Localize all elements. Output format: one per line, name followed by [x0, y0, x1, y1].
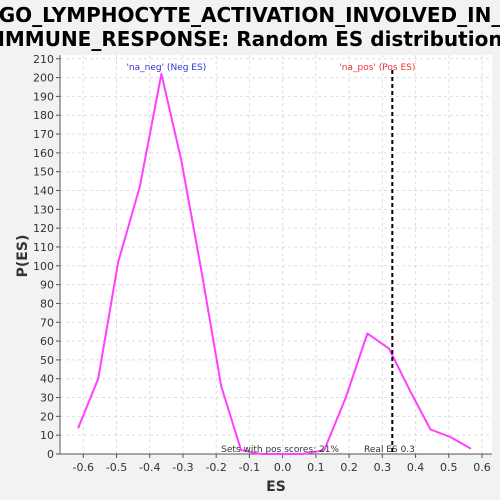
x-tick-label: 0.4 — [407, 461, 425, 474]
pos-es-label: 'na_pos' (Pos ES) — [339, 63, 415, 73]
y-tick-label: 120 — [33, 222, 54, 235]
series-point — [345, 396, 347, 399]
series-point — [160, 73, 163, 75]
x-tick-label: -0.1 — [239, 461, 260, 474]
y-tick-label: 90 — [40, 279, 54, 292]
real-es-annotation: Real ES 0.3 — [364, 445, 415, 455]
series-point — [281, 453, 284, 455]
series-point — [240, 449, 242, 452]
x-tick-label: -0.4 — [139, 461, 160, 474]
y-tick-label: 10 — [40, 429, 54, 442]
y-tick-label: 180 — [33, 109, 54, 122]
x-tick-label: 0.1 — [307, 461, 325, 474]
series-layer — [77, 72, 472, 455]
series-point — [77, 426, 80, 429]
y-tick-label: 70 — [40, 316, 54, 329]
x-tick-label: 0.0 — [274, 461, 292, 474]
y-tick-label: 40 — [40, 373, 54, 386]
x-tick-label: 0.2 — [340, 461, 358, 474]
series-point — [323, 449, 326, 452]
y-tick-label: 130 — [33, 203, 54, 216]
series-point — [180, 159, 183, 162]
series-point — [388, 347, 390, 350]
y-tick-label: 200 — [33, 72, 54, 85]
series-point — [469, 447, 472, 450]
x-tick-label: 0.5 — [440, 461, 458, 474]
chart-title-line-2: IMMUNE_RESPONSE: Random ES distribution — [0, 27, 500, 51]
series-point — [220, 385, 222, 388]
y-tick-label: 20 — [40, 410, 54, 423]
series-point — [429, 428, 432, 431]
x-tick-label: -0.5 — [106, 461, 127, 474]
series-point — [366, 332, 369, 335]
series-line — [77, 72, 471, 455]
series-point — [200, 268, 202, 271]
sets-pos-annotation: Sets with pos scores: 21% — [221, 445, 339, 455]
y-tick-label: 110 — [33, 241, 54, 254]
neg-es-label: 'na_neg' (Neg ES) — [126, 63, 206, 73]
series-point — [409, 391, 412, 393]
series-point — [301, 453, 304, 455]
x-tick-label: -0.6 — [73, 461, 94, 474]
series-point — [449, 436, 452, 438]
x-axis-label: ES — [266, 479, 286, 495]
x-tick-label: 0.3 — [374, 461, 392, 474]
y-axis-label: P(ES) — [15, 235, 31, 278]
x-tick-label: -0.2 — [205, 461, 226, 474]
y-tick-label: 50 — [40, 354, 54, 367]
y-tick-label: 80 — [40, 297, 54, 310]
y-tick-label: 60 — [40, 335, 54, 348]
y-tick-label: 0 — [47, 448, 54, 461]
annotation-layer: 'na_neg' (Neg ES) 'na_pos' (Pos ES) Sets w… — [126, 63, 415, 455]
y-tick-label: 160 — [33, 147, 54, 160]
series-point — [260, 453, 262, 455]
y-tick-label: 140 — [33, 185, 54, 198]
series-point — [97, 377, 99, 380]
grid-layer — [60, 55, 492, 455]
y-tick-label: 150 — [33, 166, 54, 179]
y-tick-label: 30 — [40, 392, 54, 405]
x-tick-label: -0.3 — [172, 461, 193, 474]
series-point — [139, 185, 141, 188]
y-tick-label: 210 — [33, 53, 54, 66]
y-tick-label: 170 — [33, 128, 54, 141]
y-tick-label: 190 — [33, 90, 54, 103]
series-point — [117, 261, 119, 263]
x-tick-label: 0.6 — [473, 461, 491, 474]
y-tick-label: 100 — [33, 260, 54, 273]
plot-area — [60, 55, 492, 454]
chart-title-line-1: GO_LYMPHOCYTE_ACTIVATION_INVOLVED_IN_ — [0, 3, 500, 27]
